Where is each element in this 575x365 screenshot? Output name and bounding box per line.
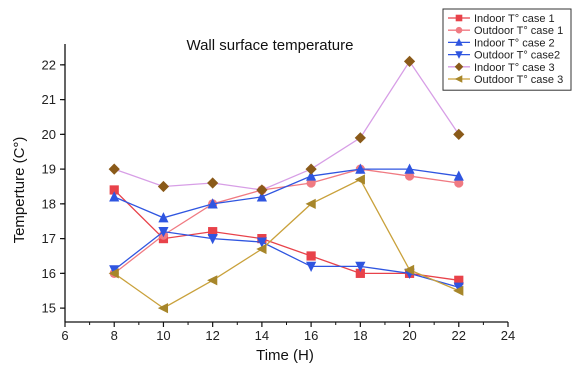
legend-box — [442, 8, 572, 91]
series-5 — [108, 55, 465, 196]
x-tick-label: 18 — [353, 328, 367, 343]
series-layer — [108, 55, 465, 314]
y-tick-label: 15 — [42, 301, 56, 316]
x-tick-label: 20 — [402, 328, 416, 343]
data-point — [455, 26, 463, 34]
data-point — [454, 275, 464, 285]
data-point — [355, 261, 366, 272]
x-tick-label: 16 — [304, 328, 318, 343]
data-point — [354, 132, 366, 144]
x-axis-title: Time (H) — [256, 347, 314, 364]
series-line — [113, 189, 459, 281]
data-point — [305, 163, 317, 175]
data-point — [108, 163, 120, 175]
data-point — [109, 191, 120, 202]
data-point — [354, 174, 365, 185]
x-tick-label: 22 — [452, 328, 466, 343]
data-point — [453, 128, 465, 140]
data-point — [455, 14, 463, 22]
y-tick-label: 18 — [42, 196, 56, 211]
data-point — [455, 38, 463, 46]
legend-item: Indoor T° case 1 — [448, 13, 555, 25]
data-point — [404, 163, 415, 174]
x-tick-label: 8 — [111, 328, 118, 343]
data-point — [256, 191, 267, 202]
data-point — [306, 170, 317, 181]
y-tick-label: 20 — [42, 127, 56, 142]
data-point — [109, 265, 120, 276]
data-point — [305, 198, 316, 209]
data-point — [158, 227, 169, 238]
legend-item: Outdoor T° case2 — [448, 50, 560, 62]
data-point — [109, 185, 119, 195]
data-point — [453, 282, 464, 293]
legend-label: Indoor T° case 1 — [474, 13, 555, 25]
legend-item: Outdoor T° case 3 — [448, 74, 563, 86]
data-point — [404, 171, 415, 181]
data-point — [454, 75, 463, 83]
data-point — [453, 170, 464, 181]
axes: 6 8 10 12 14 16 18 20 22 24 15 16 17 18 19 20 21 22 — [42, 44, 515, 343]
y-tick-label: 16 — [42, 266, 56, 281]
data-point — [403, 264, 415, 275]
data-point — [355, 268, 365, 278]
data-point — [158, 212, 169, 223]
data-point — [157, 303, 169, 314]
x-tick-label: 12 — [205, 328, 219, 343]
data-point — [355, 163, 366, 174]
legend-label: Indoor T° case 3 — [474, 62, 555, 74]
legend-label: Outdoor T° case 1 — [474, 25, 563, 37]
x-tick-label: 14 — [255, 328, 269, 343]
legend-label: Indoor T° case 2 — [474, 37, 555, 49]
data-point — [256, 184, 268, 196]
y-tick-label: 17 — [42, 231, 56, 246]
data-point — [256, 237, 267, 248]
x-tick-label: 6 — [61, 328, 68, 343]
x-tick-label: 10 — [156, 328, 170, 343]
data-point — [108, 268, 119, 279]
series-line — [114, 60, 460, 191]
y-tick-label: 21 — [42, 92, 56, 107]
data-point — [256, 243, 267, 255]
legend-label: Outdoor T° case2 — [474, 50, 560, 62]
data-point — [157, 180, 170, 193]
series-line — [113, 178, 460, 309]
data-point — [207, 198, 218, 209]
series-3 — [109, 163, 464, 223]
data-point — [306, 251, 316, 261]
series-4 — [109, 227, 464, 293]
y-tick-label: 22 — [42, 57, 56, 72]
legend-label: Outdoor T° case 3 — [474, 74, 563, 86]
y-axis-title: Temperture (C°) — [11, 137, 28, 244]
legend-item: Indoor T° case 2 — [448, 37, 555, 49]
series-line — [113, 168, 459, 219]
data-point — [207, 234, 218, 245]
y-tick-label: 19 — [42, 162, 56, 177]
data-point — [403, 55, 416, 67]
data-point — [455, 51, 463, 59]
data-point — [207, 275, 218, 286]
data-point — [453, 285, 464, 296]
legend-item: Indoor T° case 3 — [448, 62, 555, 74]
data-point — [306, 261, 317, 272]
series-line — [113, 230, 459, 288]
data-point — [454, 178, 464, 188]
data-point — [208, 227, 218, 237]
data-point — [454, 62, 464, 72]
chart-title: Wall surface temperature — [186, 37, 353, 54]
series-6 — [108, 174, 464, 314]
legend-item: Outdoor T° case 1 — [448, 25, 563, 37]
x-tick-label: 24 — [501, 328, 515, 343]
data-point — [306, 178, 316, 188]
data-point — [207, 177, 219, 189]
